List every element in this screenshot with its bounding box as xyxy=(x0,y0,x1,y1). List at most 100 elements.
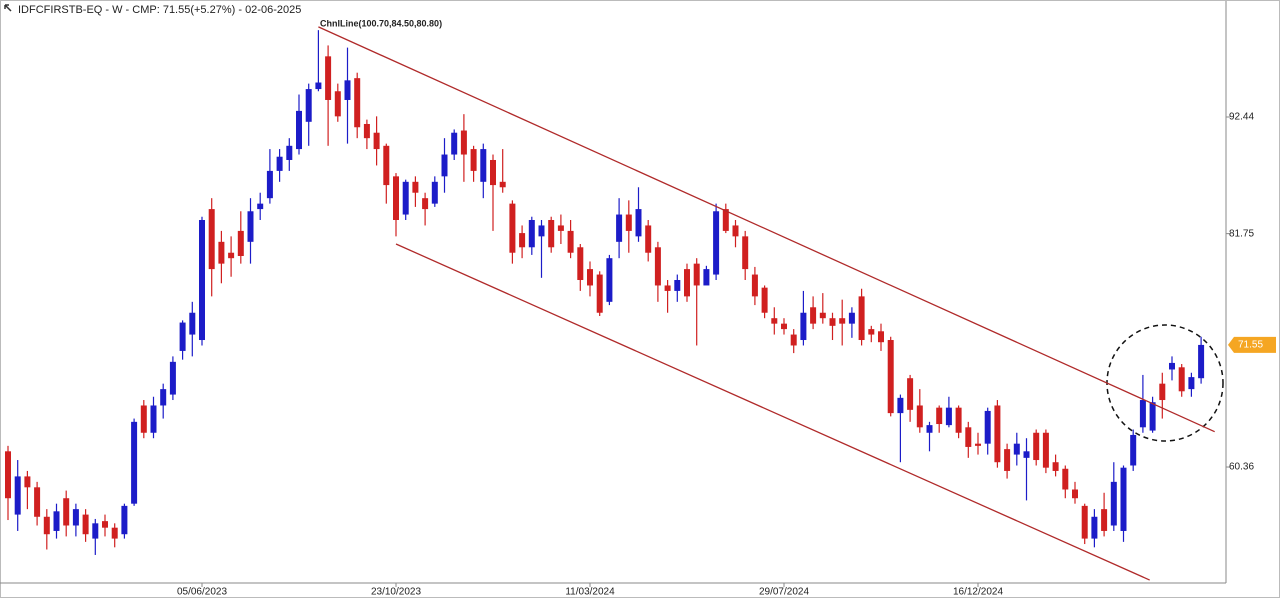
candle-body xyxy=(218,241,225,264)
candle-body xyxy=(140,405,147,433)
y-tick-label: 60.36 xyxy=(1229,462,1254,473)
candle-body xyxy=(761,287,768,313)
candle-body xyxy=(1198,344,1205,379)
candle-body xyxy=(557,225,564,231)
candle-body xyxy=(266,170,273,199)
candle-body xyxy=(509,203,516,253)
candle-body xyxy=(916,405,923,428)
candle-body xyxy=(1120,467,1127,531)
x-tick-label: 05/06/2023 xyxy=(177,587,227,598)
candle-body xyxy=(373,132,380,150)
candle-body xyxy=(34,487,41,517)
candle-body xyxy=(325,56,332,100)
candle-body xyxy=(674,280,681,291)
candle-body xyxy=(257,203,264,210)
candle-body xyxy=(635,209,642,237)
candle-body xyxy=(645,225,652,253)
candle-body xyxy=(936,407,943,425)
candle-body xyxy=(790,334,797,346)
candle-body xyxy=(102,521,108,528)
candle-body xyxy=(848,312,855,324)
candle-body xyxy=(451,132,458,155)
candle-body xyxy=(975,443,981,446)
candle-body xyxy=(528,219,535,248)
candle-body xyxy=(625,214,632,231)
candle-body xyxy=(819,312,826,319)
candle-body xyxy=(742,236,749,270)
candle-body xyxy=(1023,451,1030,458)
candle-body xyxy=(955,407,962,433)
candle-body xyxy=(810,307,817,324)
candle-body xyxy=(577,247,584,281)
candle-body xyxy=(296,110,302,150)
candle-body xyxy=(160,389,167,406)
candle-body xyxy=(887,340,894,414)
candle-body xyxy=(169,361,176,395)
candle-body xyxy=(1101,509,1108,531)
candle-body xyxy=(1130,434,1137,466)
candle-body xyxy=(63,498,70,526)
candle-body xyxy=(567,230,574,253)
candle-body xyxy=(693,263,700,286)
candle-body xyxy=(199,219,205,341)
candle-body xyxy=(1004,449,1011,471)
candle-body xyxy=(839,318,846,324)
candle-body xyxy=(247,211,254,242)
candle-body xyxy=(926,425,933,433)
candle-body xyxy=(829,318,836,326)
candle-body xyxy=(363,123,370,139)
candle-body xyxy=(150,405,157,433)
candle-body xyxy=(703,269,710,286)
candle-body xyxy=(460,130,467,155)
candle-body xyxy=(1159,383,1166,401)
candle-body xyxy=(53,511,60,531)
candle-body xyxy=(208,209,215,270)
candle-body xyxy=(402,181,409,215)
candle-body xyxy=(1033,432,1040,461)
candle-body xyxy=(5,451,11,499)
candle-body xyxy=(14,476,21,515)
candle-body xyxy=(393,176,399,220)
chart-title: IDFCFIRSTB-EQ - W - CMP: 71.55(+5.27%) -… xyxy=(18,4,301,16)
candle-body xyxy=(431,181,438,204)
candle-body xyxy=(131,421,138,504)
candle-body xyxy=(237,230,244,257)
candle-body xyxy=(470,149,477,171)
candle-body xyxy=(412,181,419,193)
candle-body xyxy=(1188,377,1195,390)
candle-body xyxy=(1169,362,1175,370)
candle-body xyxy=(664,285,671,291)
x-tick-label: 23/10/2023 xyxy=(371,587,421,598)
candle-body xyxy=(1062,468,1069,490)
candle-body xyxy=(82,514,89,535)
candle-body xyxy=(771,318,778,324)
candle-body xyxy=(1042,432,1049,468)
candle-body xyxy=(441,154,448,177)
candle-body xyxy=(897,397,904,414)
channel-line xyxy=(395,243,1150,581)
candle-body xyxy=(684,269,690,297)
candle-body xyxy=(24,476,31,488)
candle-body xyxy=(907,378,914,410)
candle-body xyxy=(315,82,322,90)
candle-body xyxy=(43,516,50,535)
x-tick-label: 29/07/2024 xyxy=(759,587,809,598)
candle-body xyxy=(984,410,991,444)
candle-body xyxy=(868,329,875,335)
candle-body xyxy=(1110,481,1117,526)
candle-body xyxy=(276,156,283,171)
candle-body xyxy=(965,427,972,447)
x-tick-label: 11/03/2024 xyxy=(565,587,615,598)
candle-body xyxy=(994,405,1001,463)
annotation: ChnlLine(100.70,84.50,80.80) xyxy=(320,18,442,28)
candle-body xyxy=(422,198,429,210)
price-tag-label: 71.55 xyxy=(1238,340,1263,351)
candle-body xyxy=(538,225,545,237)
candle-body xyxy=(344,80,351,100)
candle-body xyxy=(179,322,186,351)
candle-body xyxy=(499,181,506,188)
candle-body xyxy=(1139,400,1146,428)
candle-body xyxy=(189,312,196,335)
